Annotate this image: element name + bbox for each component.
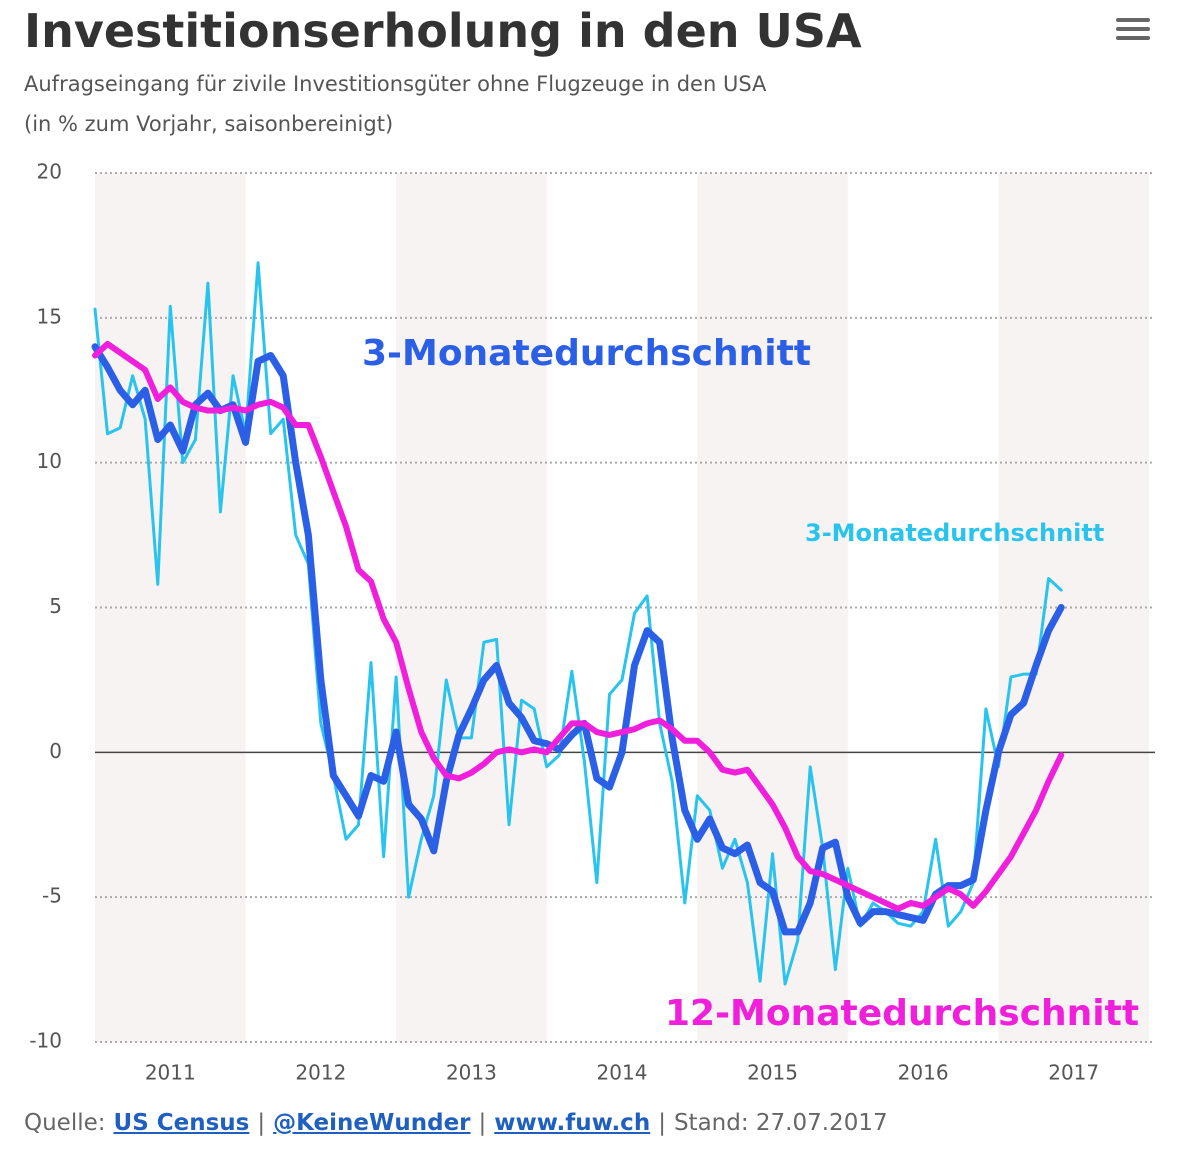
x-tick-label: 2014 [597, 1061, 648, 1085]
source-link[interactable]: www.fuw.ch [494, 1110, 651, 1136]
y-tick-label: 5 [49, 594, 62, 618]
series-line [91, 343, 1065, 936]
series-label: 12-Monatedurchschnitt [665, 993, 1139, 1034]
y-tick-label: -5 [42, 884, 62, 908]
x-tick-label: 2017 [1048, 1061, 1099, 1085]
x-tick-label: 2016 [898, 1061, 949, 1085]
subtitle: (in % zum Vorjahr, saisonbereinigt) [24, 112, 394, 136]
source-link[interactable]: @KeineWunder [273, 1110, 471, 1136]
subtitle: Aufragseingang für zivile Investitionsgü… [24, 72, 767, 96]
grid [95, 172, 1155, 1043]
series-line [92, 340, 1065, 912]
y-tick-label: 20 [37, 160, 62, 184]
series-label: 3-Monatedurchschnitt [805, 519, 1104, 547]
series-line [93, 261, 1063, 986]
x-tick-label: 2011 [145, 1061, 196, 1085]
y-tick-label: 10 [37, 449, 62, 473]
source-link[interactable]: US Census [113, 1110, 250, 1136]
y-tick-label: 15 [37, 304, 62, 328]
menu-button[interactable] [1116, 18, 1150, 44]
source-text: | [478, 1110, 487, 1136]
year-band [998, 173, 1149, 1042]
chart: 2011 2012 2013 2014 2015 2016 201720151050-5-1… [29, 160, 1155, 1085]
series-label: 3-Monatedurchschnitt [362, 333, 811, 374]
x-tick-label: 2013 [446, 1061, 497, 1085]
source-text: | [658, 1110, 666, 1136]
source-text: | [257, 1110, 266, 1136]
source-line: Quelle: US Census | @KeineWunder | www.fuw.ch… [24, 1110, 896, 1136]
x-tick-label: 2012 [295, 1061, 346, 1085]
x-tick-label: 2015 [747, 1061, 798, 1085]
title: Investitionserholung in den USA [24, 4, 862, 58]
source-text: Stand: 27.07.2017 [673, 1110, 888, 1136]
y-tick-label: -10 [29, 1029, 62, 1053]
y-tick-label: 0 [49, 739, 62, 763]
source-text: Quelle: [24, 1110, 106, 1136]
